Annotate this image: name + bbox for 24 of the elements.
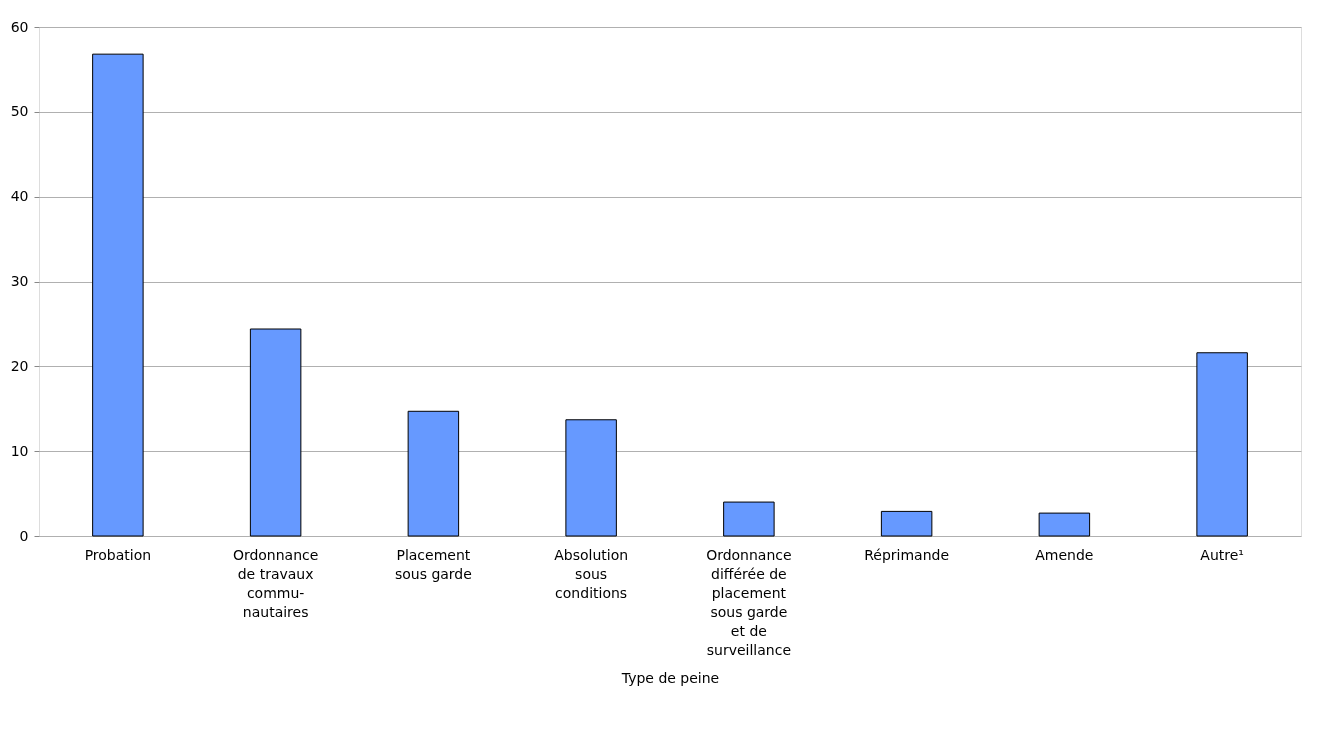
x-tick-label: Placement sous garde xyxy=(394,546,472,582)
x-tick-label: Amende xyxy=(1035,546,1094,563)
x-tick-label: Probation xyxy=(84,546,152,563)
x-tick-label: Absolution sous conditions xyxy=(554,546,629,601)
y-tick-label: 10 xyxy=(10,442,29,459)
x-tick-label: Ordonnance de travaux commu- nautaires xyxy=(232,546,319,620)
bar xyxy=(92,53,144,537)
x-tick-label: Ordonnance différée de placement sous garde et de surveillance xyxy=(706,546,792,658)
bar xyxy=(1196,352,1248,537)
x-tick-label: Réprimande xyxy=(864,546,950,563)
y-tick-label: 50 xyxy=(10,103,29,120)
bar xyxy=(249,328,302,537)
bar xyxy=(723,501,775,537)
x-axis-title: Type de peine xyxy=(620,669,720,686)
bar xyxy=(407,410,460,537)
y-tick-label: 60 xyxy=(10,18,29,35)
y-tick-label: 30 xyxy=(10,273,29,289)
bar xyxy=(1038,512,1091,537)
x-tick-label: Autre¹ xyxy=(1200,546,1244,563)
y-tick-label: 20 xyxy=(10,357,29,374)
bar xyxy=(565,419,617,537)
bar xyxy=(880,510,933,537)
y-tick-label: 40 xyxy=(10,188,29,205)
y-tick-label: 0 xyxy=(19,527,29,544)
